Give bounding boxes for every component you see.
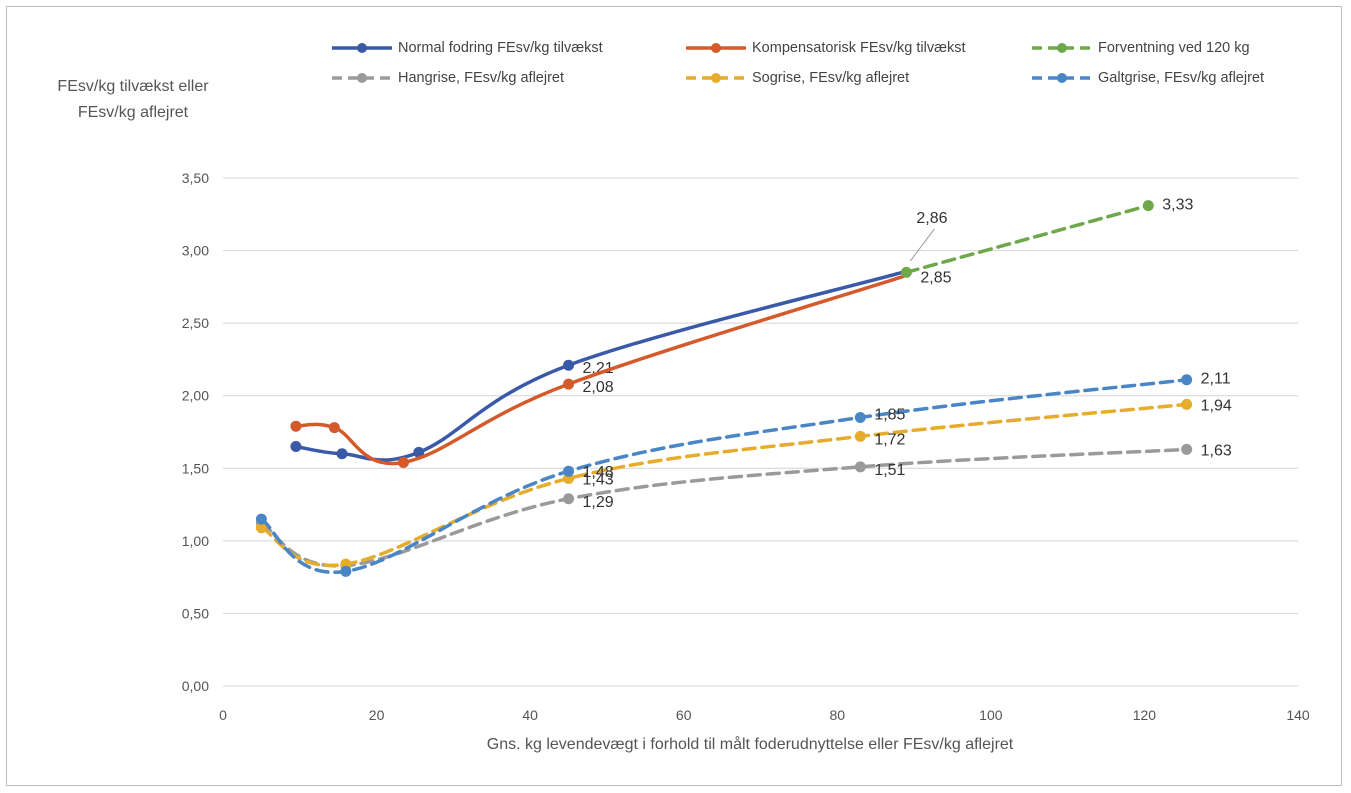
y-tick-label: 1,00 — [182, 533, 209, 549]
y-tick-label: 0,00 — [182, 678, 209, 694]
data-point — [255, 522, 267, 534]
data-point — [340, 565, 352, 577]
data-label: 1,51 — [874, 462, 905, 479]
data-label: 1,94 — [1201, 397, 1232, 414]
x-tick-label: 60 — [676, 707, 692, 723]
legend-swatch — [686, 73, 746, 83]
legend-swatch — [332, 43, 392, 53]
data-point — [1181, 374, 1193, 386]
data-point — [413, 446, 425, 458]
data-label: 1,85 — [874, 406, 905, 423]
data-point — [336, 448, 348, 460]
legend-swatch — [332, 73, 392, 83]
data-label: 2,85 — [920, 269, 951, 286]
legend-item: Hangrise, FEsv/kg aflejret — [330, 70, 564, 86]
y-tick-label: 2,00 — [182, 388, 209, 404]
chart-legend: Normal fodring FEsv/kg tilvækst Kompensat… — [330, 40, 1330, 110]
x-tick-label: 40 — [522, 707, 538, 723]
legend-swatch — [686, 43, 746, 53]
legend-label: Galtgrise, FEsv/kg aflejret — [1098, 70, 1264, 86]
data-label: 2,21 — [583, 360, 614, 377]
data-point — [255, 513, 267, 525]
data-point — [563, 378, 575, 390]
data-point — [854, 411, 866, 423]
x-tick-label: 20 — [369, 707, 385, 723]
data-point — [290, 420, 302, 432]
x-tick-label: 80 — [829, 707, 845, 723]
x-tick-label: 0 — [219, 707, 227, 723]
data-point — [1181, 443, 1193, 455]
data-label: 1,29 — [583, 494, 614, 511]
data-point — [290, 441, 302, 453]
annotation-label: 2,86 — [916, 210, 947, 227]
data-point — [328, 422, 340, 434]
legend-item: Kompensatorisk FEsv/kg tilvækst — [684, 40, 966, 56]
annotation-leader — [909, 228, 935, 262]
y-tick-label: 0,50 — [182, 605, 209, 621]
y-tick-label: 2,50 — [182, 315, 209, 331]
data-label: 1,72 — [874, 431, 905, 448]
series-line-3 — [904, 203, 1151, 275]
data-point — [854, 430, 866, 442]
legend-item: Galtgrise, FEsv/kg aflejret — [1030, 70, 1264, 86]
data-label: 1,43 — [583, 471, 614, 488]
x-tick-label: 120 — [1133, 707, 1157, 723]
legend-swatch — [1032, 73, 1092, 83]
legend-label: Hangrise, FEsv/kg aflejret — [398, 70, 565, 86]
data-point — [563, 359, 575, 371]
legend-item: Forventning ved 120 kg — [1030, 40, 1250, 56]
legend-label: Sogrise, FEsv/kg aflejret — [752, 70, 910, 86]
data-point — [397, 456, 409, 468]
x-axis-label: Gns. kg levendevægt i forhold til målt f… — [486, 736, 1014, 753]
legend-label: Kompensatorisk FEsv/kg tilvækst — [752, 40, 966, 56]
data-point — [900, 266, 912, 278]
series-line-6 — [259, 377, 1189, 575]
data-label: 1,48 — [583, 464, 614, 481]
y-tick-label: 1,50 — [182, 460, 209, 476]
y-tick-label: 3,00 — [182, 243, 209, 259]
x-tick-label: 100 — [979, 707, 1003, 723]
legend-item: Normal fodring FEsv/kg tilvækst — [330, 40, 603, 56]
legend-label: Normal fodring FEsv/kg tilvækst — [398, 40, 603, 56]
y-tick-label: 3,50 — [182, 170, 209, 186]
data-point — [563, 465, 575, 477]
legend-label: Forventning ved 120 kg — [1098, 40, 1250, 56]
legend-item: Sogrise, FEsv/kg aflejret — [684, 70, 909, 86]
data-point — [563, 493, 575, 505]
x-tick-label: 140 — [1286, 707, 1310, 723]
data-point — [854, 461, 866, 473]
data-label: 2,11 — [1201, 371, 1231, 388]
data-point — [1142, 200, 1154, 212]
data-point — [1181, 398, 1193, 410]
legend-swatch — [1032, 43, 1092, 53]
data-label: 1,63 — [1201, 442, 1232, 459]
data-label: 3,33 — [1162, 197, 1193, 214]
data-label: 2,08 — [583, 379, 614, 396]
y-axis-label: FEsv/kg tilvækst eller FEsv/kg aflejret — [57, 78, 209, 121]
